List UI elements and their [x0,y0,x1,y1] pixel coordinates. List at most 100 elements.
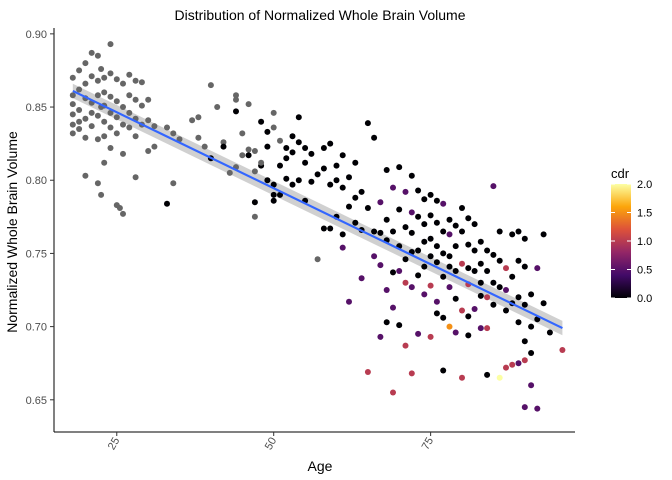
data-point [233,96,239,103]
data-point [465,265,472,272]
data-point [459,260,465,267]
data-point [189,117,196,124]
data-point [402,342,409,349]
data-point [264,177,271,184]
data-point [352,219,359,226]
y-tick-label: 0.75 [26,248,47,260]
data-point [94,92,101,99]
data-point [101,74,108,81]
data-point [503,287,509,293]
legend-tick-label: 0.0 [637,293,652,305]
data-point [477,292,484,299]
data-point [459,307,465,314]
data-point [383,216,390,223]
data-point [201,143,208,150]
data-point [270,109,277,116]
data-point [540,300,547,307]
data-point [82,60,89,67]
data-point [270,197,277,204]
data-point [477,279,484,286]
data-point [320,165,327,172]
data-point [69,74,76,81]
data-point [427,333,434,340]
data-point [477,325,484,332]
data-point [515,257,522,264]
data-point [107,70,114,77]
data-point [132,133,139,140]
data-point [421,238,428,245]
data-point [233,108,239,115]
data-point [126,124,133,131]
data-point [283,175,290,182]
y-tick-label: 0.85 [26,102,47,114]
data-point [371,228,378,235]
data-point [346,298,352,305]
data-point [277,191,283,198]
data-point [314,171,321,178]
data-point [116,205,123,211]
data-point [145,117,152,124]
data-point [138,79,145,86]
data-point [415,330,422,337]
data-point [396,206,403,213]
data-point [69,92,76,99]
data-point [113,76,120,83]
data-point [452,268,459,274]
data-point [164,124,170,131]
data-point [471,247,478,254]
data-point [120,104,126,110]
data-point [120,121,126,128]
data-point [515,228,522,235]
y-tick-label: 0.90 [26,29,47,41]
data-point [402,224,409,231]
data-point [88,123,95,130]
data-point [295,177,302,184]
colorbar [611,184,631,298]
data-point [358,275,365,282]
data-point [515,294,522,301]
data-point [101,89,108,96]
data-point [433,243,440,250]
data-point [433,298,440,305]
data-point [126,71,133,78]
data-point [364,205,371,211]
data-point [270,191,277,198]
data-point [440,314,447,321]
data-point [402,256,409,263]
data-point [82,115,89,122]
data-point [283,145,290,151]
data-point [113,98,120,105]
data-point [120,150,126,157]
data-point [377,333,384,340]
data-point [94,180,101,187]
data-point [132,96,139,103]
data-point [283,155,290,162]
data-point [427,212,434,219]
data-point [446,263,453,270]
data-point [446,323,453,330]
data-point [484,325,491,332]
data-point [69,130,76,137]
data-point [101,133,108,140]
data-point [559,347,566,353]
data-point [107,41,114,48]
data-point [289,133,296,140]
data-point [377,262,384,269]
data-point [264,143,271,150]
data-point [496,374,503,381]
data-point [390,269,396,276]
legend-title: cdr [611,166,630,181]
data-point [452,295,459,302]
data-point [195,114,202,121]
data-point [69,121,76,128]
data-point [69,111,76,118]
data-point [427,191,434,198]
data-point [346,203,352,210]
data-point [421,291,428,298]
data-point [76,126,83,132]
data-point [534,405,541,412]
x-tick-label: 75 [420,436,437,453]
data-point [471,221,478,228]
data-point [521,357,528,364]
